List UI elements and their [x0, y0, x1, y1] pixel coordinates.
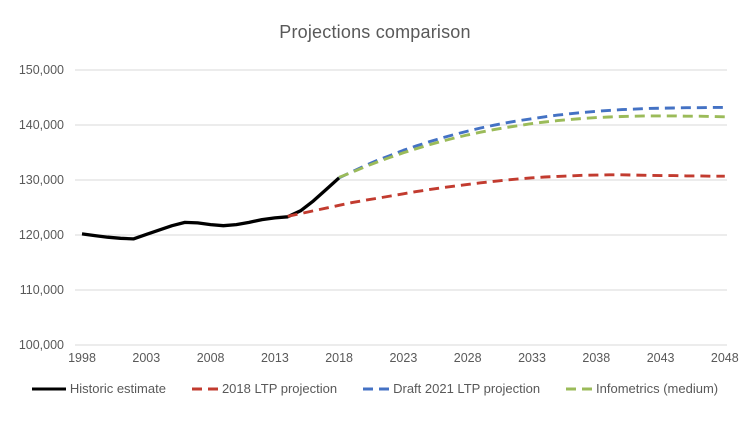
legend-item: 2018 LTP projection: [191, 381, 338, 396]
x-tick-label: 2003: [132, 351, 161, 365]
y-tick-label: 140,000: [18, 118, 64, 132]
y-tick-label: 130,000: [18, 173, 64, 187]
y-tick-label: 100,000: [18, 338, 64, 352]
x-tick-label: 2033: [518, 351, 546, 365]
chart-title: Projections comparison: [279, 22, 471, 42]
legend-label: Infometrics (medium): [596, 381, 719, 396]
x-tick-label: 2038: [582, 351, 611, 365]
legend-label: Draft 2021 LTP projection: [393, 381, 541, 396]
x-tick-label: 2018: [325, 351, 353, 365]
legend: Historic estimate 2018 LTP projection Draf…: [0, 381, 750, 396]
x-tick-label: 2048: [710, 351, 739, 365]
legend-swatch-line: [191, 387, 218, 390]
series-line: [338, 114, 725, 179]
legend-item: Infometrics (medium): [566, 381, 718, 396]
x-tick-label: 2028: [453, 351, 482, 365]
y-tick-label: 120,000: [18, 228, 64, 242]
series-line: [338, 105, 725, 180]
legend-swatch-line: [363, 387, 390, 390]
legend-label: 2018 LTP projection: [221, 381, 338, 396]
legend-label: Historic estimate: [69, 381, 166, 396]
legend-swatch-line: [31, 387, 66, 390]
x-tick-label: 2008: [196, 351, 225, 365]
x-tick-label: 2023: [389, 351, 418, 365]
x-tick-label: 1998: [68, 351, 96, 365]
series-line: [287, 173, 725, 218]
y-tick-label: 150,000: [18, 63, 64, 77]
legend-item: Draft 2021 LTP projection: [363, 381, 540, 396]
x-tick-label: 2013: [260, 351, 289, 365]
legend-swatch-line: [566, 387, 593, 390]
x-tick-label: 2043: [646, 351, 675, 365]
series-line: [81, 176, 341, 241]
y-tick-label: 110,000: [19, 283, 64, 297]
y-axis-labels: 150,000 140,000 130,000 120,000 110,000 100,0…: [0, 0, 64, 423]
x-axis-labels: 1998 2003 2008 2013 2018 2023 2028 2033 2038 2043…: [0, 351, 750, 369]
legend-item: Historic estimate: [31, 381, 166, 396]
